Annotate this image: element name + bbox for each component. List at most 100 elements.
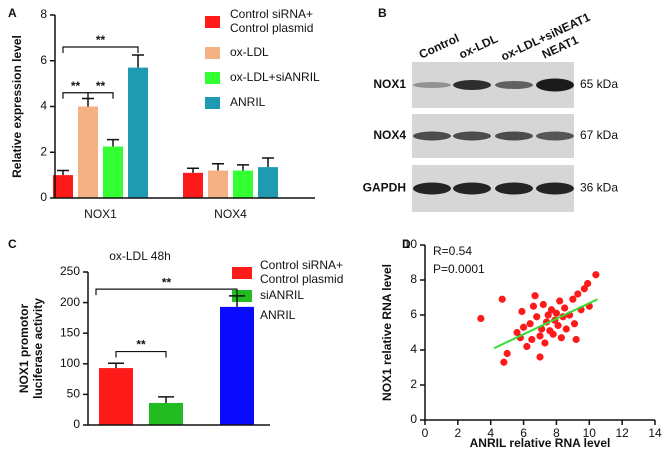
x-tick-label: 8 <box>553 426 560 440</box>
x-tick-label: 12 <box>615 426 629 440</box>
error-bar <box>107 138 119 147</box>
lane-label: Control <box>417 31 462 62</box>
error-bar <box>132 54 144 68</box>
y-tick-label: 6 <box>410 307 417 321</box>
significance-bracket <box>62 46 139 54</box>
point <box>503 349 511 358</box>
error-bar <box>108 362 124 369</box>
bar <box>103 146 123 198</box>
fit-line <box>493 298 598 350</box>
y-tick-label: 0 <box>40 190 47 204</box>
blot-band <box>453 131 491 141</box>
size-label: 67 kDa <box>580 128 618 142</box>
error-bar <box>229 295 245 307</box>
y-tick-label: 0 <box>73 417 80 431</box>
point <box>533 313 541 321</box>
y-tick-label: 100 <box>60 356 80 370</box>
bar <box>258 167 278 198</box>
significance-label: ** <box>71 79 81 93</box>
x-tick-label: 0 <box>422 426 429 440</box>
point <box>531 292 539 300</box>
error-bar <box>212 162 224 171</box>
y-tick-label: 8 <box>410 272 417 286</box>
y-tick-label: 4 <box>40 99 47 113</box>
error-bar <box>237 164 249 171</box>
significance-label: ** <box>96 79 106 93</box>
bar <box>220 306 254 425</box>
bar <box>78 106 98 198</box>
y-tick-label: 8 <box>40 7 47 21</box>
blot-band <box>413 82 451 88</box>
x-tick-label: 4 <box>487 426 494 440</box>
point <box>557 334 565 342</box>
blot-band <box>453 182 491 195</box>
point <box>477 314 485 323</box>
legend-swatch <box>232 267 252 279</box>
point <box>541 339 549 347</box>
bar <box>53 175 73 198</box>
y-axis-label: NOX1 promotorluciferase activity <box>17 298 45 399</box>
y-tick-label: 6 <box>40 53 47 67</box>
bar <box>99 368 133 425</box>
legend-label: siANRIL <box>260 288 304 302</box>
x-axis-label: ANRIL relative RNA level <box>470 436 611 450</box>
row-label: NOX1 <box>373 77 406 91</box>
point <box>513 328 521 337</box>
significance-bracket <box>115 350 167 358</box>
bar <box>208 170 228 198</box>
blot-band <box>495 81 533 89</box>
significance-label: ** <box>136 338 146 352</box>
legend-label: Control siRNA+ Control plasmid <box>260 258 343 286</box>
blot-band <box>536 131 574 141</box>
x-tick-label: 14 <box>648 426 662 440</box>
blot-band <box>536 182 574 195</box>
significance-label: ** <box>96 33 106 47</box>
error-bar <box>57 169 69 176</box>
point <box>562 325 570 333</box>
point <box>539 300 547 309</box>
point <box>536 353 544 361</box>
y-tick-label: 250 <box>60 264 80 278</box>
blot-band <box>413 182 451 195</box>
panel-label: C <box>8 237 17 251</box>
significance-bracket <box>95 288 238 296</box>
legend-swatch <box>205 16 220 28</box>
legend-label: ox-LDL <box>230 45 269 59</box>
y-tick-label: 200 <box>60 295 80 309</box>
point <box>574 290 582 298</box>
point <box>556 297 564 305</box>
point <box>592 271 600 279</box>
point <box>561 304 569 312</box>
point <box>523 342 531 351</box>
point <box>536 332 544 340</box>
point <box>526 320 534 328</box>
point <box>528 335 536 344</box>
y-tick-label: 2 <box>40 144 47 158</box>
y-tick-label: 2 <box>410 377 417 391</box>
legend-swatch <box>232 310 252 322</box>
blot-band <box>495 131 533 141</box>
point <box>554 321 562 330</box>
blot-band <box>453 80 491 90</box>
significance-bracket <box>87 92 114 99</box>
y-tick-label: 10 <box>404 237 418 251</box>
point <box>518 307 526 316</box>
y-axis-label: Relative expression level <box>10 35 24 178</box>
error-bar <box>187 167 199 173</box>
point <box>569 295 577 303</box>
blot-band <box>413 131 451 141</box>
chart-title: ox-LDL 48h <box>109 249 171 263</box>
x-tick-label: NOX1 <box>84 207 117 221</box>
point <box>549 330 557 338</box>
bar <box>128 67 148 198</box>
size-label: 65 kDa <box>580 77 618 91</box>
y-tick-label: 50 <box>67 387 81 401</box>
point <box>519 323 528 331</box>
x-tick-label: 10 <box>583 426 597 440</box>
point <box>572 335 580 344</box>
x-tick-label: NOX4 <box>214 207 247 221</box>
x-tick-label: 2 <box>455 426 462 440</box>
y-tick-label: 4 <box>410 342 417 356</box>
point <box>544 311 552 319</box>
